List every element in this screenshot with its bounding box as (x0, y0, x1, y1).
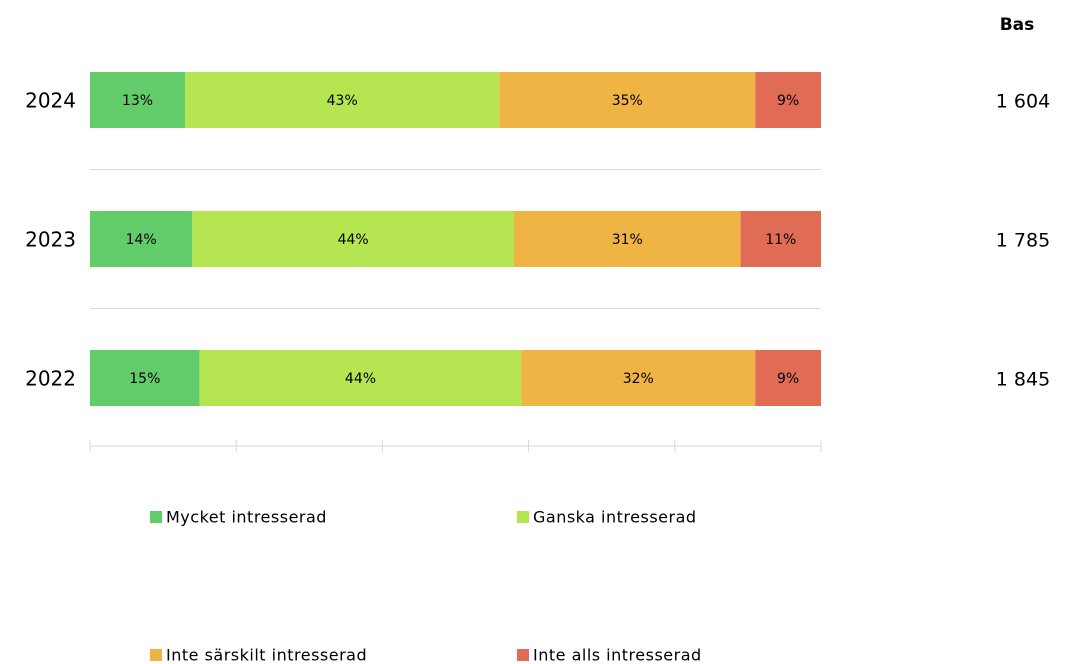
data-label: 43% (327, 93, 358, 109)
bar-segment (90, 72, 186, 128)
legend-label: Mycket intresserad (166, 508, 327, 527)
base-value: 1 604 (996, 91, 1050, 113)
bar-segment (755, 350, 821, 406)
legend-label: Inte särskilt intresserad (166, 646, 367, 664)
legend-swatch (517, 649, 529, 661)
legend-swatch (517, 511, 529, 523)
data-label: 9% (777, 371, 799, 387)
base-value: 1 845 (996, 369, 1050, 391)
bar-segment (521, 350, 756, 406)
base-value: 1 785 (996, 230, 1050, 252)
bar-segment (755, 72, 821, 128)
data-label: 9% (777, 93, 799, 109)
data-label: 14% (126, 232, 157, 248)
data-label: 32% (623, 371, 654, 387)
bar-segment (90, 350, 200, 406)
bar-segment (740, 211, 821, 267)
y-tick-label: 2023 (25, 228, 76, 252)
legend-swatch (150, 649, 162, 661)
data-label: 11% (765, 232, 796, 248)
bar-segment (192, 211, 514, 267)
bar-segment (513, 211, 741, 267)
bar-segment (185, 72, 500, 128)
legend-label: Inte alls intresserad (533, 646, 702, 664)
data-label: 44% (345, 371, 376, 387)
y-tick-label: 2022 (25, 367, 76, 391)
bar-segment (90, 211, 193, 267)
legend-label: Ganska intresserad (533, 508, 697, 527)
data-label: 35% (612, 93, 643, 109)
bar-segment (199, 350, 522, 406)
data-label: 31% (612, 232, 643, 248)
bar-segment (499, 72, 756, 128)
base-header: Bas (1000, 15, 1035, 35)
data-label: 13% (122, 93, 153, 109)
y-tick-label: 2024 (25, 89, 76, 113)
legend-swatch (150, 511, 162, 523)
data-label: 15% (129, 371, 160, 387)
data-label: 44% (338, 232, 369, 248)
